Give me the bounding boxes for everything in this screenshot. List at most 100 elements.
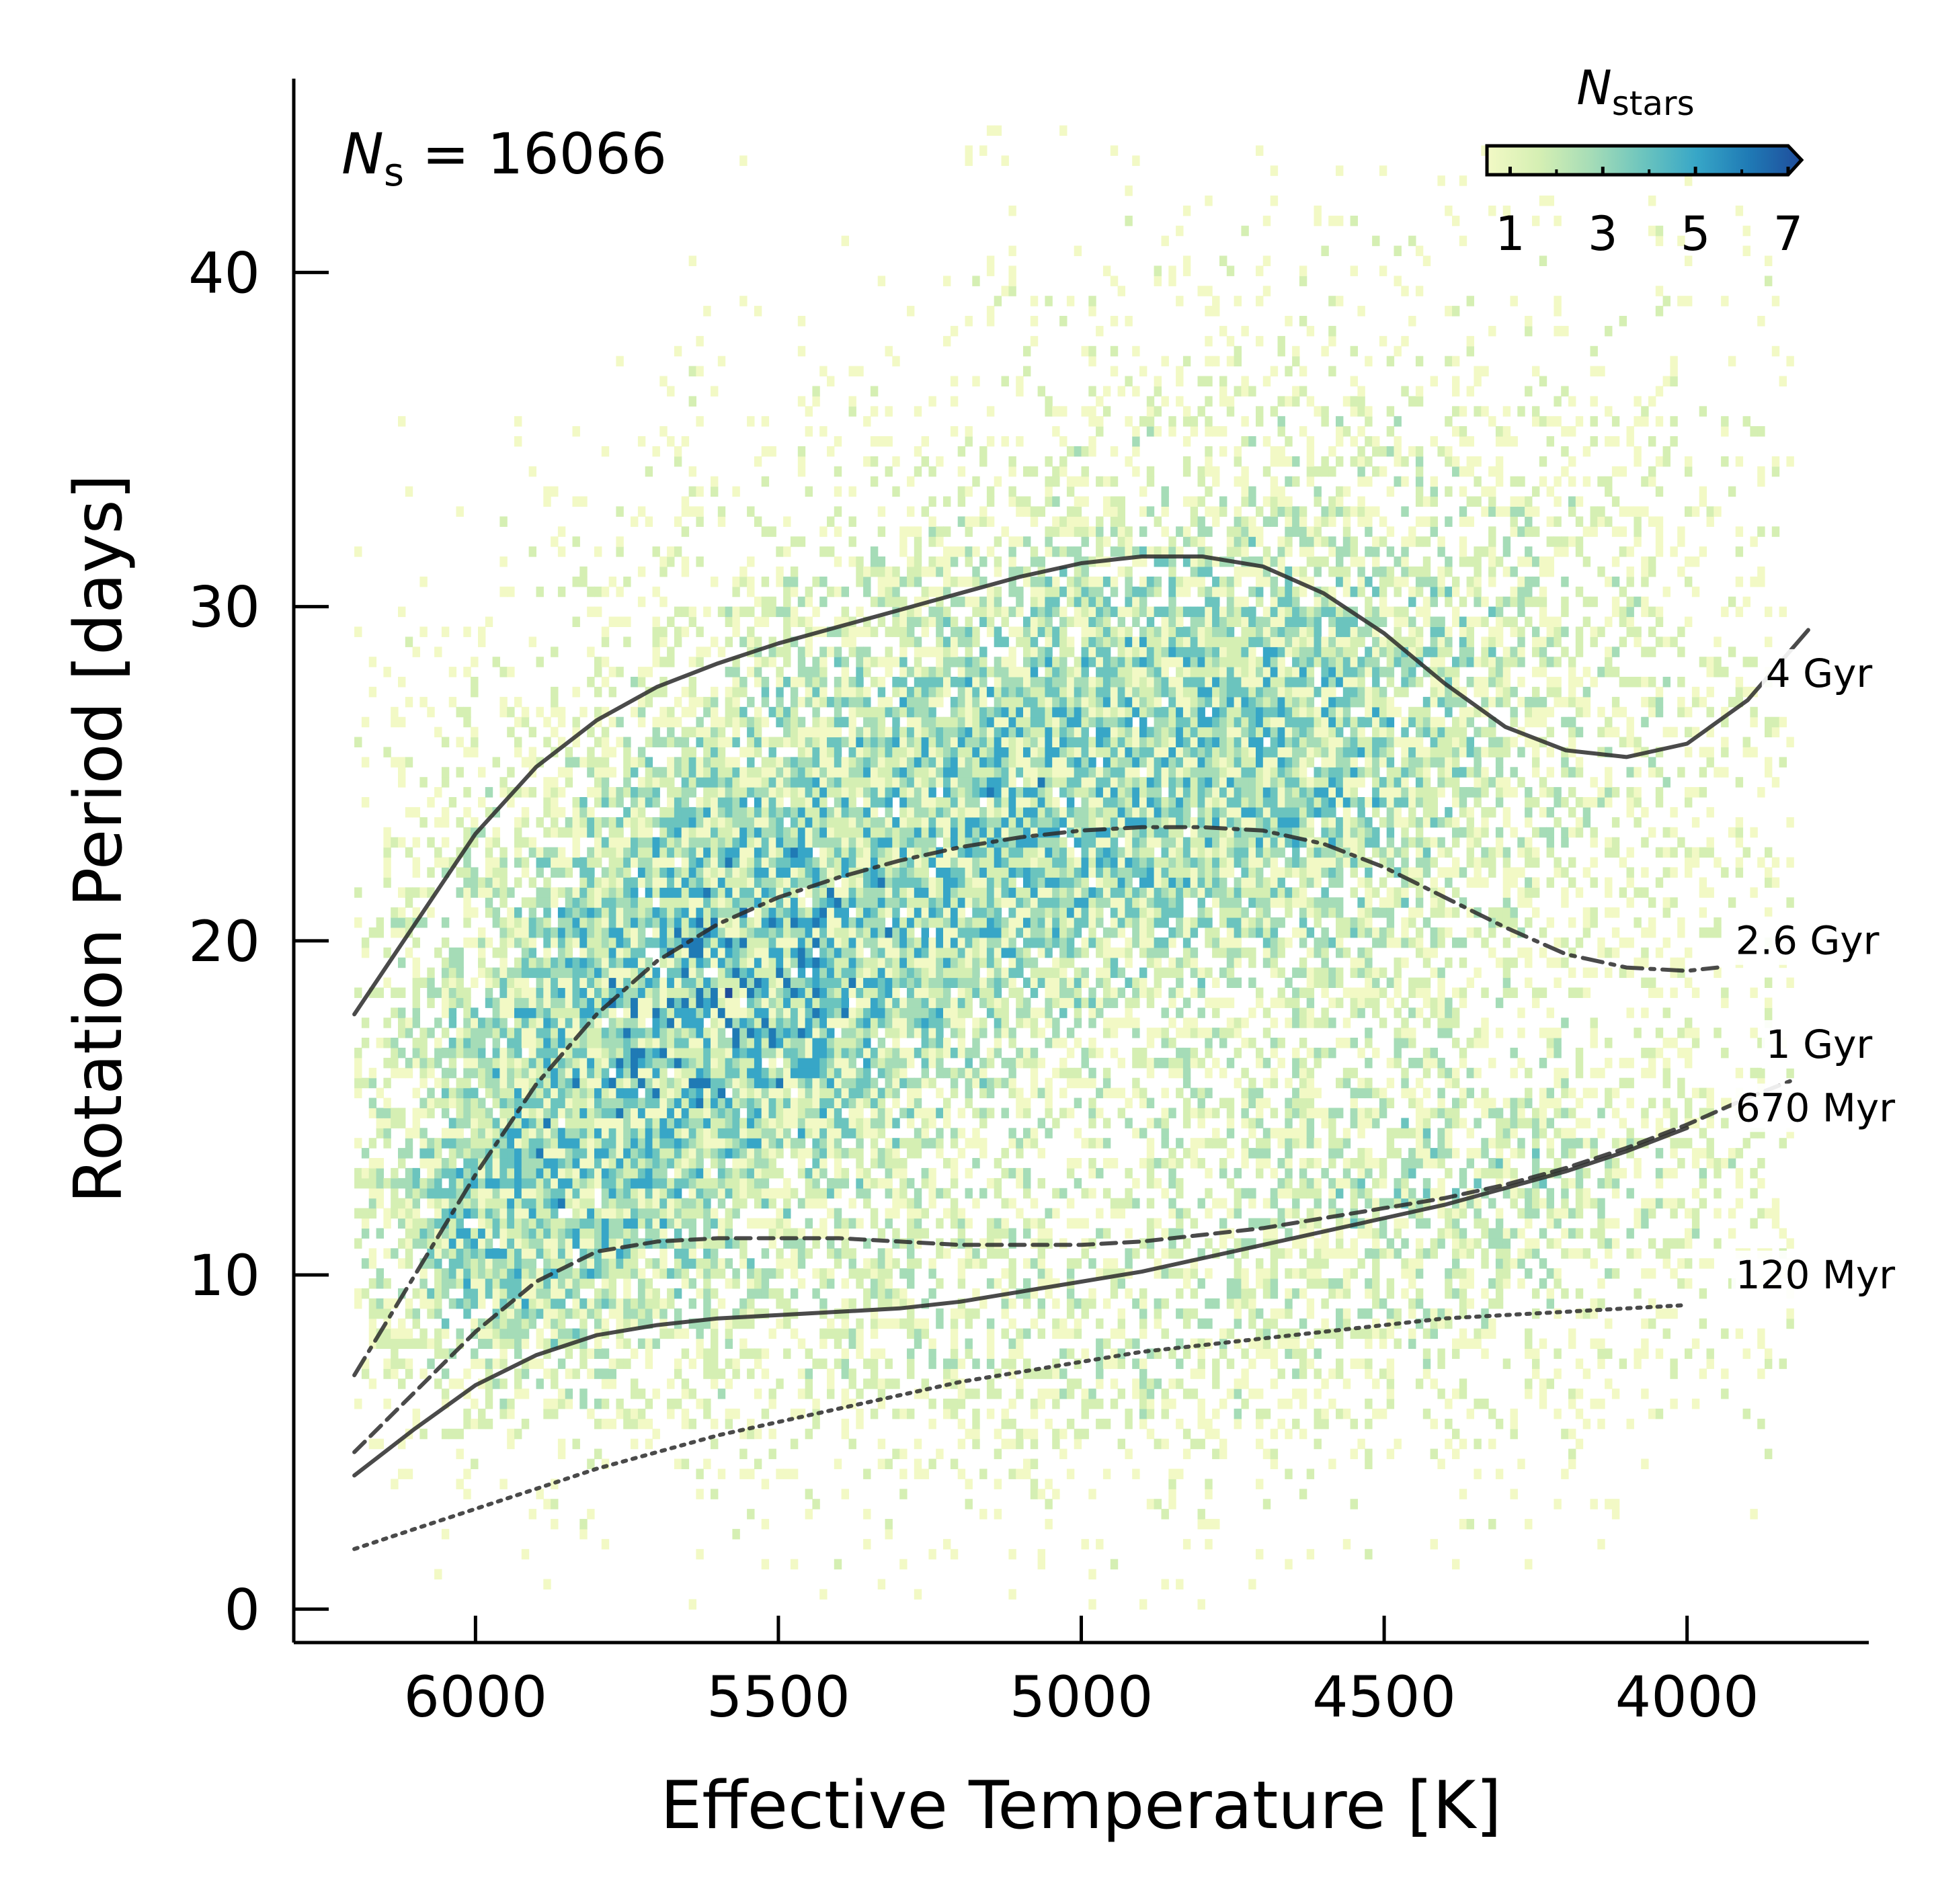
- heatmap-cell: [797, 1389, 806, 1399]
- heatmap-cell: [827, 1108, 835, 1118]
- heatmap-cell: [405, 1338, 413, 1349]
- heatmap-cell: [870, 917, 879, 928]
- heatmap-cell: [667, 647, 675, 657]
- heatmap-cell: [587, 847, 595, 858]
- heatmap-cell: [594, 787, 602, 798]
- heatmap-cell: [427, 977, 435, 988]
- heatmap-cell: [572, 1067, 580, 1079]
- heatmap-cell: [594, 1077, 602, 1089]
- heatmap-cell: [623, 1077, 631, 1089]
- heatmap-cell: [899, 1158, 908, 1169]
- heatmap-cell: [776, 1218, 784, 1229]
- heatmap-cell: [652, 636, 660, 647]
- heatmap-cell: [747, 1268, 755, 1279]
- heatmap-cell: [688, 977, 696, 988]
- heatmap-cell: [681, 967, 690, 979]
- heatmap-cell: [899, 727, 908, 738]
- heatmap-cell: [587, 1258, 595, 1269]
- heatmap-cell: [681, 1248, 690, 1259]
- heatmap-cell: [754, 997, 762, 1008]
- heatmap-cell: [681, 606, 690, 618]
- heatmap-cell: [732, 787, 740, 798]
- heatmap-cell: [528, 1278, 536, 1289]
- heatmap-cell: [608, 1128, 616, 1139]
- heatmap-cell: [652, 1098, 660, 1108]
- heatmap-cell: [681, 827, 690, 838]
- heatmap-cell: [681, 806, 690, 818]
- heatmap-cell: [499, 1188, 508, 1199]
- heatmap-cell: [368, 1328, 377, 1339]
- heatmap-cell: [623, 887, 631, 898]
- heatmap-cell: [768, 1268, 776, 1279]
- heatmap-cell: [681, 737, 690, 747]
- heatmap-cell: [587, 586, 595, 597]
- heatmap-cell: [805, 1389, 813, 1399]
- heatmap-cell: [696, 1077, 704, 1089]
- heatmap-cell: [717, 1098, 726, 1108]
- heatmap-cell: [834, 1258, 842, 1269]
- heatmap-cell: [827, 1238, 835, 1249]
- heatmap-cell: [551, 897, 559, 908]
- heatmap-cell: [521, 1007, 530, 1018]
- heatmap-cell: [703, 696, 711, 708]
- heatmap-cell: [572, 1438, 580, 1450]
- heatmap-cell: [557, 546, 566, 557]
- heatmap-cell: [536, 1228, 544, 1239]
- heatmap-cell: [827, 957, 835, 968]
- heatmap-cell: [848, 1128, 856, 1139]
- heatmap-cell: [725, 1118, 733, 1128]
- heatmap-cell: [478, 877, 486, 888]
- heatmap-cell: [754, 1458, 762, 1469]
- heatmap-cell: [957, 747, 966, 757]
- heatmap-cell: [448, 1087, 457, 1099]
- heatmap-cell: [717, 716, 726, 728]
- heatmap-cell: [434, 987, 442, 998]
- heatmap-cell: [827, 626, 835, 637]
- heatmap-cell: [463, 787, 471, 798]
- heatmap-cell: [383, 977, 391, 988]
- heatmap-cell: [827, 917, 835, 928]
- heatmap-cell: [463, 1108, 471, 1118]
- heatmap-cell: [725, 877, 733, 888]
- heatmap-cell: [812, 716, 820, 728]
- heatmap-cell: [928, 947, 936, 958]
- heatmap-cell: [485, 1238, 493, 1249]
- heatmap-cell: [834, 987, 842, 998]
- heatmap-cell: [914, 706, 922, 718]
- heatmap-cell: [848, 1077, 856, 1089]
- heatmap-cell: [696, 1007, 704, 1018]
- heatmap-cell: [616, 1338, 624, 1349]
- heatmap-cell: [419, 1138, 428, 1149]
- heatmap-cell: [957, 1128, 966, 1139]
- heatmap-cell: [768, 897, 776, 908]
- heatmap-cell: [892, 737, 900, 747]
- heatmap-cell: [478, 1338, 486, 1349]
- heatmap-cell: [870, 1308, 879, 1319]
- heatmap-cell: [892, 686, 900, 698]
- heatmap-cell: [623, 867, 631, 878]
- heatmap-cell: [877, 1248, 886, 1259]
- heatmap-cell: [674, 957, 682, 968]
- heatmap-cell: [674, 1177, 682, 1189]
- heatmap-cell: [623, 1138, 631, 1149]
- heatmap-cell: [594, 1067, 602, 1079]
- heatmap-cell: [827, 1077, 835, 1089]
- heatmap-cell: [877, 1108, 886, 1118]
- heatmap-cell: [696, 806, 704, 818]
- heatmap-cell: [892, 1188, 900, 1199]
- heatmap-cell: [957, 1358, 966, 1369]
- heatmap-cell: [652, 1218, 660, 1229]
- heatmap-cell: [819, 1148, 828, 1159]
- heatmap-cell: [688, 486, 696, 497]
- heatmap-cell: [783, 937, 791, 948]
- heatmap-cell: [514, 747, 522, 757]
- heatmap-cell: [805, 927, 813, 938]
- heatmap-cell: [812, 1408, 820, 1419]
- heatmap-cell: [427, 907, 435, 918]
- heatmap-cell: [652, 847, 660, 858]
- heatmap-cell: [667, 797, 675, 808]
- heatmap-cell: [631, 817, 639, 828]
- heatmap-cell: [819, 1298, 828, 1309]
- heatmap-cell: [688, 1138, 696, 1149]
- heatmap-cell: [950, 937, 959, 948]
